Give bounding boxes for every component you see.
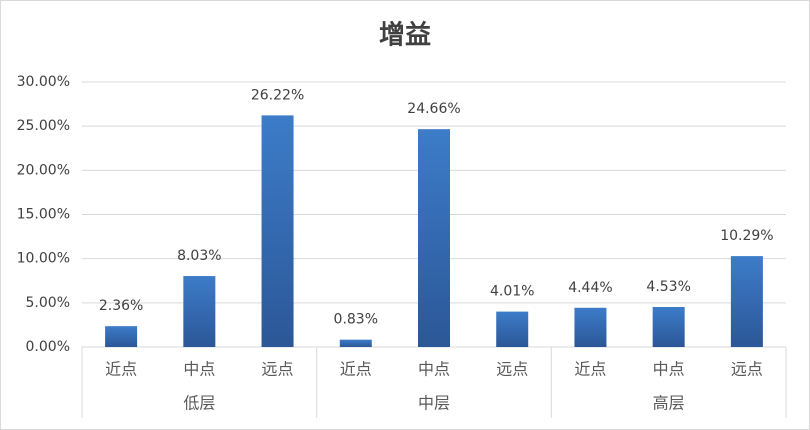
value-label: 4.01% xyxy=(490,284,534,300)
y-tick-label: 5.00% xyxy=(26,295,70,311)
group-label: 中层 xyxy=(418,394,450,413)
bar xyxy=(261,115,294,347)
y-tick-label: 0.00% xyxy=(26,339,70,355)
group-label: 高层 xyxy=(653,394,685,413)
bar xyxy=(730,256,763,347)
x-tick-label: 远点 xyxy=(262,360,294,379)
value-label: 4.53% xyxy=(646,279,690,295)
bar xyxy=(496,311,529,347)
y-tick-label: 15.00% xyxy=(17,207,70,223)
y-tick-label: 25.00% xyxy=(17,118,70,134)
x-tick-label: 远点 xyxy=(731,360,763,379)
value-label: 24.66% xyxy=(407,101,460,117)
bar xyxy=(652,306,685,347)
x-tick-label: 中点 xyxy=(183,360,215,379)
y-tick-label: 20.00% xyxy=(17,162,70,178)
value-label: 2.36% xyxy=(99,298,143,314)
bar xyxy=(418,129,450,347)
bar xyxy=(574,307,607,347)
x-tick-label: 远点 xyxy=(496,360,528,379)
chart-title: 增益 xyxy=(379,20,431,51)
value-label: 4.44% xyxy=(568,280,612,296)
bar xyxy=(339,339,372,347)
bar xyxy=(105,326,138,347)
value-label: 8.03% xyxy=(177,248,221,264)
y-tick-label: 30.00% xyxy=(17,74,70,90)
x-tick-label: 中点 xyxy=(653,360,685,379)
value-label: 10.29% xyxy=(720,228,773,244)
y-tick-label: 10.00% xyxy=(17,251,70,267)
x-tick-label: 近点 xyxy=(574,360,606,379)
group-label: 低层 xyxy=(183,394,215,413)
bar xyxy=(183,276,216,347)
value-label: 26.22% xyxy=(251,87,304,103)
x-tick-label: 近点 xyxy=(105,360,137,379)
x-tick-label: 中点 xyxy=(418,360,450,379)
value-label: 0.83% xyxy=(334,312,378,328)
x-tick-label: 近点 xyxy=(340,360,372,379)
